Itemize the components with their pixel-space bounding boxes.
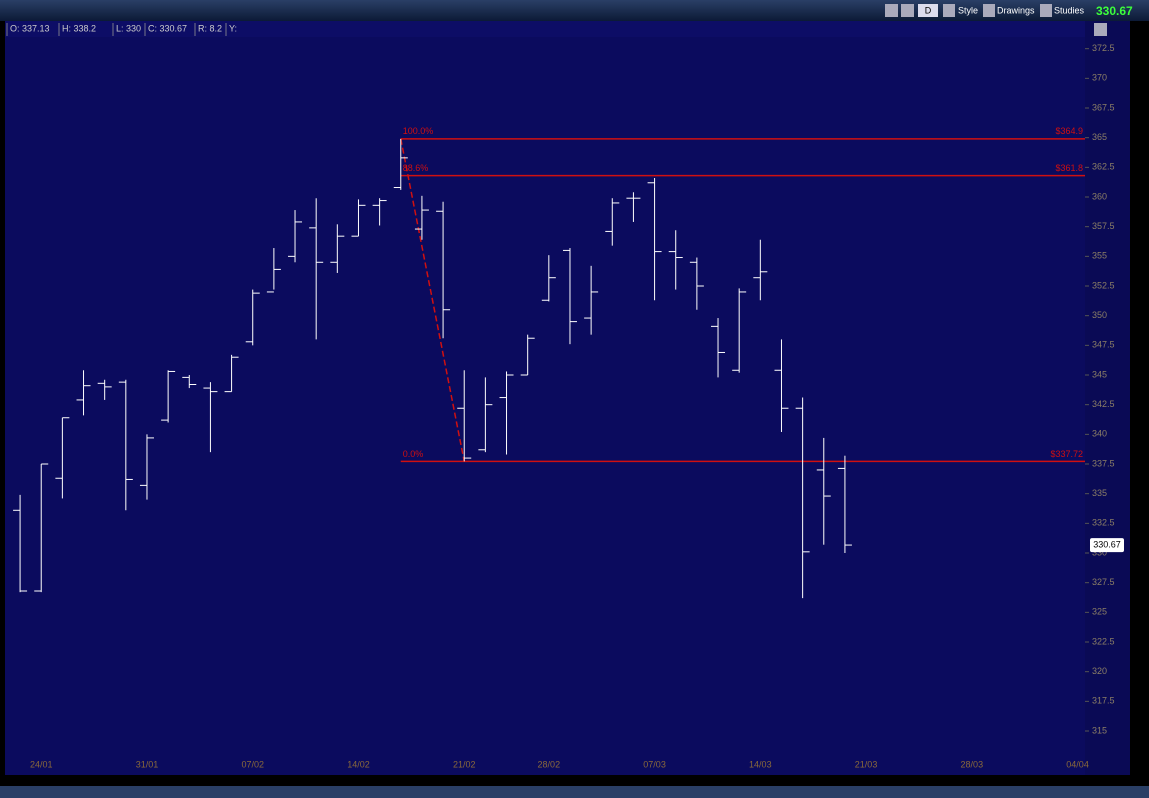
y-tick-label: 365	[1092, 132, 1107, 142]
x-tick-label: 07/03	[643, 759, 666, 769]
y-tick-label: 360	[1092, 191, 1107, 201]
y-tick-label: 350	[1092, 310, 1107, 320]
icon	[1040, 4, 1052, 17]
side-strip	[1130, 21, 1149, 786]
y-tick-label: 357.5	[1092, 221, 1115, 231]
y-tick-label: 340	[1092, 429, 1107, 439]
last-price: 330.67	[1096, 4, 1133, 18]
x-tick-label: 21/02	[453, 759, 476, 769]
button-label[interactable]: Style	[958, 5, 978, 15]
x-tick-label: 28/03	[961, 759, 984, 769]
icon-button[interactable]	[885, 4, 898, 17]
y-tick-label: 372.5	[1092, 43, 1115, 53]
toolbar	[0, 0, 1149, 21]
fib-label: 100.0%	[403, 126, 434, 136]
y-tick-label: 367.5	[1092, 102, 1115, 112]
button[interactable]	[918, 4, 938, 17]
fib-price: $364.9	[1055, 126, 1083, 136]
button-label[interactable]: Drawings	[997, 5, 1035, 15]
plot-area	[5, 21, 1085, 775]
price-tag-box	[1090, 538, 1124, 553]
y-tick-label: 315	[1092, 725, 1107, 735]
price-axis	[1085, 21, 1130, 775]
fib-price: $337.72	[1050, 449, 1083, 459]
y-tick-label: 345	[1092, 369, 1107, 379]
y-tick-label: 335	[1092, 488, 1107, 498]
x-tick-label: 07/02	[241, 759, 264, 769]
x-tick-label: 21/03	[855, 759, 878, 769]
info-item: Y:	[229, 23, 237, 33]
x-tick-label: 14/03	[749, 759, 772, 769]
info-bar	[5, 21, 1085, 37]
icon-button[interactable]	[901, 4, 914, 17]
fib-price: $361.8	[1055, 163, 1083, 173]
x-tick-label: 14/02	[347, 759, 370, 769]
y-tick-label: 317.5	[1092, 696, 1115, 706]
status-bar	[0, 786, 1149, 798]
y-tick-label: 362.5	[1092, 162, 1115, 172]
x-tick-label: 28/02	[538, 759, 561, 769]
y-tick-label: 347.5	[1092, 340, 1115, 350]
y-tick-label: 352.5	[1092, 280, 1115, 290]
y-tick-label: 355	[1092, 251, 1107, 261]
fib-label: 88.6%	[403, 163, 429, 173]
info-item: O: 337.13	[10, 23, 50, 33]
y-tick-label: 325	[1092, 607, 1107, 617]
icon	[943, 4, 955, 17]
icon-button[interactable]	[1094, 23, 1107, 36]
y-tick-label: 342.5	[1092, 399, 1115, 409]
y-tick-label: 322.5	[1092, 636, 1115, 646]
fib-label: 0.0%	[403, 449, 424, 459]
y-tick-label: 332.5	[1092, 518, 1115, 528]
button-label[interactable]: Studies	[1054, 5, 1085, 15]
y-tick-label: 320	[1092, 666, 1107, 676]
info-item: C: 330.67	[148, 23, 187, 33]
button-label[interactable]: D	[925, 5, 932, 15]
x-tick-label: 24/01	[30, 759, 53, 769]
info-item: R: 8.2	[198, 23, 222, 33]
trend-line	[400, 138, 465, 462]
info-item: H: 338.2	[62, 23, 96, 33]
price-tag: 330.67	[1093, 539, 1121, 549]
x-tick-label: 31/01	[136, 759, 159, 769]
y-tick-label: 327.5	[1092, 577, 1115, 587]
y-tick-label: 370	[1092, 73, 1107, 83]
info-item: L: 330	[116, 23, 141, 33]
icon	[983, 4, 995, 17]
y-tick-label: 337.5	[1092, 458, 1115, 468]
y-tick-label: 330	[1092, 547, 1107, 557]
x-tick-label: 04/04	[1066, 759, 1089, 769]
